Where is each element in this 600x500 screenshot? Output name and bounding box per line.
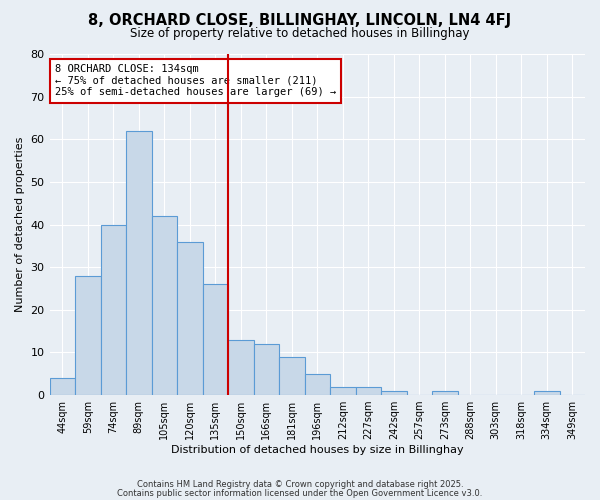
Bar: [177, 242, 203, 395]
Bar: [432, 391, 458, 395]
Bar: [534, 391, 560, 395]
Bar: [254, 344, 279, 395]
Bar: [101, 224, 126, 395]
Bar: [75, 276, 101, 395]
Y-axis label: Number of detached properties: Number of detached properties: [15, 137, 25, 312]
Bar: [279, 356, 305, 395]
Bar: [330, 386, 356, 395]
Bar: [356, 386, 381, 395]
Bar: [203, 284, 228, 395]
Bar: [305, 374, 330, 395]
Bar: [126, 130, 152, 395]
Text: Size of property relative to detached houses in Billinghay: Size of property relative to detached ho…: [130, 28, 470, 40]
Bar: [152, 216, 177, 395]
Text: Contains HM Land Registry data © Crown copyright and database right 2025.: Contains HM Land Registry data © Crown c…: [137, 480, 463, 489]
Text: Contains public sector information licensed under the Open Government Licence v3: Contains public sector information licen…: [118, 490, 482, 498]
Bar: [228, 340, 254, 395]
Text: 8 ORCHARD CLOSE: 134sqm
← 75% of detached houses are smaller (211)
25% of semi-d: 8 ORCHARD CLOSE: 134sqm ← 75% of detache…: [55, 64, 336, 98]
Bar: [381, 391, 407, 395]
Bar: [50, 378, 75, 395]
X-axis label: Distribution of detached houses by size in Billinghay: Distribution of detached houses by size …: [171, 445, 464, 455]
Text: 8, ORCHARD CLOSE, BILLINGHAY, LINCOLN, LN4 4FJ: 8, ORCHARD CLOSE, BILLINGHAY, LINCOLN, L…: [88, 12, 512, 28]
